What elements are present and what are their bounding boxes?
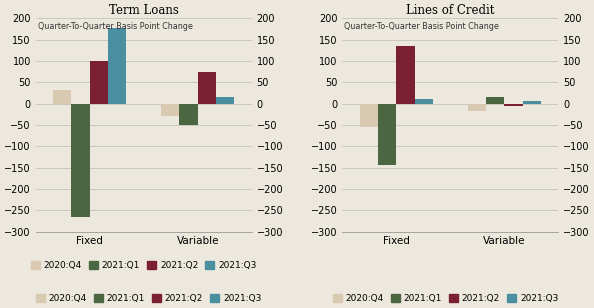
Bar xyxy=(359,103,378,127)
Bar xyxy=(161,103,179,116)
Bar xyxy=(486,97,504,103)
Title: Lines of Credit: Lines of Credit xyxy=(406,4,494,17)
Bar xyxy=(504,103,523,106)
Text: Quarter-To-Quarter Basis Point Change: Quarter-To-Quarter Basis Point Change xyxy=(38,22,193,30)
Bar xyxy=(53,90,71,103)
Bar xyxy=(179,103,198,125)
Bar xyxy=(396,46,415,103)
Bar xyxy=(467,103,486,111)
Legend: 2020:Q4, 2021:Q1, 2021:Q2, 2021:Q3: 2020:Q4, 2021:Q1, 2021:Q2, 2021:Q3 xyxy=(27,258,260,274)
Bar xyxy=(90,61,108,103)
Bar xyxy=(71,103,90,217)
Bar xyxy=(415,99,433,103)
Text: Quarter-To-Quarter Basis Point Change: Quarter-To-Quarter Basis Point Change xyxy=(345,22,500,30)
Legend: 2020:Q4, 2021:Q1, 2021:Q2, 2021:Q3: 2020:Q4, 2021:Q1, 2021:Q2, 2021:Q3 xyxy=(32,290,265,306)
Bar xyxy=(216,97,235,103)
Legend: 2020:Q4, 2021:Q1, 2021:Q2, 2021:Q3: 2020:Q4, 2021:Q1, 2021:Q2, 2021:Q3 xyxy=(329,290,562,306)
Bar xyxy=(378,103,396,165)
Title: Term Loans: Term Loans xyxy=(109,4,179,17)
Bar xyxy=(523,101,541,103)
Bar xyxy=(108,28,127,103)
Bar xyxy=(198,72,216,103)
